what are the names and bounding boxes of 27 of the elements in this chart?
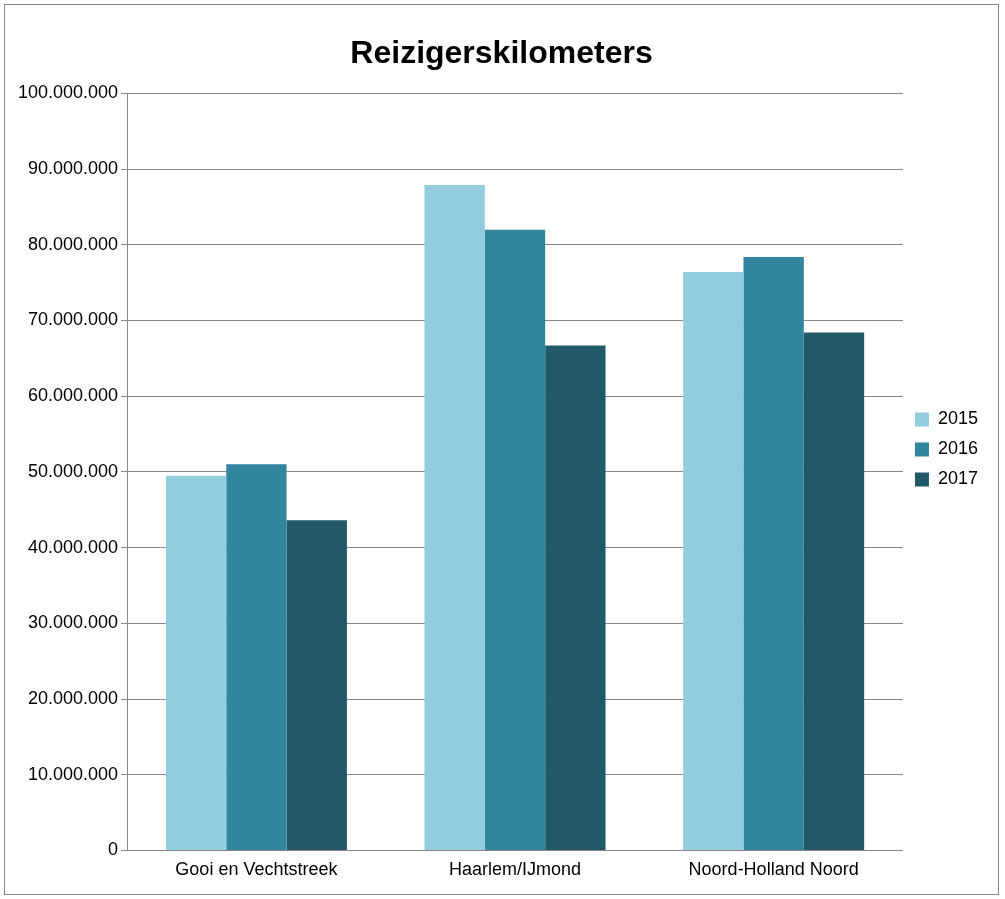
- legend-label: 2015: [937, 408, 978, 429]
- x-tick-label: Gooi en Vechtstreek: [175, 859, 339, 880]
- y-tick-label: 50.000.000: [28, 460, 119, 481]
- bar: [424, 185, 485, 850]
- bar: [226, 464, 287, 850]
- bar: [683, 272, 744, 850]
- y-tick-label: 100.000.000: [17, 82, 119, 103]
- y-tick-label: 10.000.000: [28, 763, 119, 784]
- y-tick-label: 90.000.000: [28, 158, 119, 179]
- legend-label: 2016: [937, 438, 978, 459]
- bar: [545, 345, 606, 850]
- y-tick-label: 0: [108, 839, 119, 860]
- chart-title: Reizigerskilometers: [350, 34, 653, 71]
- x-tick-label: Haarlem/IJmond: [449, 859, 582, 880]
- bar: [803, 332, 865, 850]
- bar: [484, 229, 546, 850]
- bar: [743, 256, 804, 850]
- y-tick-label: 70.000.000: [28, 309, 119, 330]
- x-tick-label: Noord-Holland Noord: [688, 859, 859, 880]
- y-tick-label: 60.000.000: [28, 385, 119, 406]
- y-tick-label: 40.000.000: [28, 536, 119, 557]
- y-tick-label: 80.000.000: [28, 233, 119, 254]
- legend-label: 2017: [937, 468, 978, 489]
- bar: [165, 475, 227, 850]
- y-tick-label: 30.000.000: [28, 612, 119, 633]
- bar: [286, 520, 347, 850]
- y-tick-label: 20.000.000: [28, 687, 119, 708]
